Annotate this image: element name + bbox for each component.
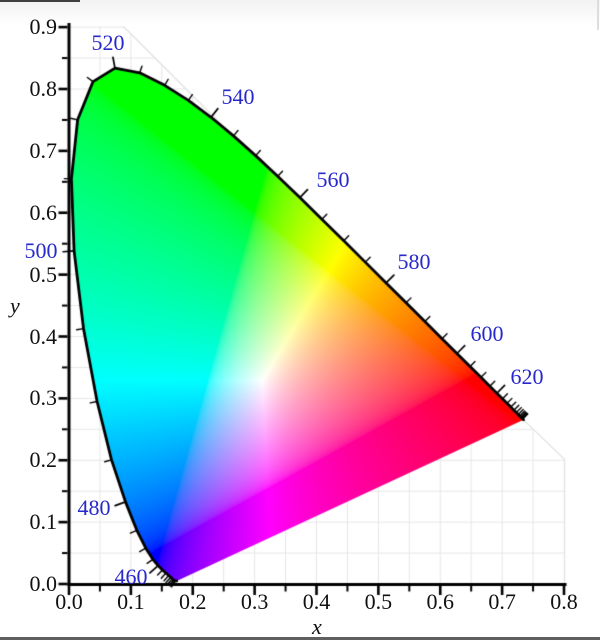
window-bottom-edge (0, 637, 600, 640)
